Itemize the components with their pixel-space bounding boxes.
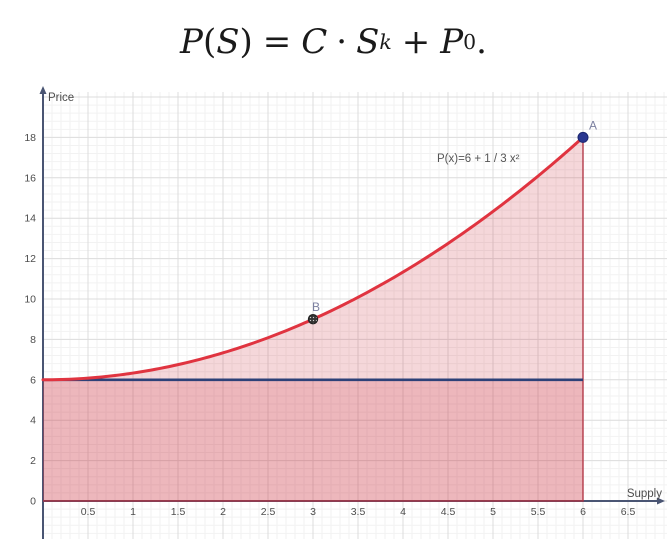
formula-equals: = [262,22,292,62]
formula-close-paren: ) [239,22,253,62]
y-axis-name: Price [48,92,74,104]
y-tick-label: 0 [30,496,36,508]
formula-plus: + [401,22,431,62]
y-tick-label: 16 [24,172,36,184]
formula-period: . [476,22,487,62]
formula-open-paren: ( [202,22,217,62]
y-tick-label: 8 [30,334,36,346]
y-tick-label: 4 [30,415,36,427]
formula-func: P [180,22,203,62]
x-tick-label: 4 [400,506,406,518]
y-tick-label: 10 [24,294,36,306]
point-a[interactable] [577,131,589,143]
x-tick-label: 5 [490,506,496,518]
supply-price-graph: 0.5 1 1.5 2 2.5 3 3.5 4 4.5 5 5.5 6 6.5 0 2 4 6 8 10 12 14 16… [0,85,667,539]
formula-coefficient: C [301,22,328,62]
formula-times: · [336,22,348,62]
x-tick-label: 0.5 [81,506,96,518]
point-a-label: A [589,118,597,132]
y-axis-arrow-icon [39,86,47,94]
x-tick-label: 2 [220,506,226,518]
x-tick-label: 5.5 [531,506,546,518]
y-tick-label: 18 [24,132,36,144]
y-tick-label: 2 [30,455,36,467]
point-b-label: B [312,300,320,314]
x-tick-label: 6 [580,506,586,518]
formula-base: S [356,22,380,62]
y-tick-label: 6 [30,374,36,386]
x-tick-label: 3.5 [351,506,366,518]
y-tick-label: 12 [24,253,36,265]
y-tick-label: 14 [24,213,36,225]
x-tick-label: 3 [310,506,316,518]
x-tick-label: 1 [130,506,136,518]
region-border [43,137,584,502]
x-axis-arrow-icon [657,497,665,505]
x-tick-label: 2.5 [261,506,276,518]
x-tick-label: 4.5 [441,506,456,518]
curve-equation-label: P(x)=6 + 1 / 3 x² [437,153,520,165]
x-tick-label: 1.5 [171,506,186,518]
formula-var: S [216,22,240,62]
formula-term: P [440,22,464,62]
x-tick-label: 6.5 [621,506,636,518]
plot-canvas: 0.5 1 1.5 2 2.5 3 3.5 4 4.5 5 5.5 6 6.5 0 2 4 6 8 10 12 14 16… [24,86,667,539]
x-axis-name: Supply [627,488,662,500]
floor-rectangle-region [43,379,583,501]
point-b[interactable] [307,313,319,325]
